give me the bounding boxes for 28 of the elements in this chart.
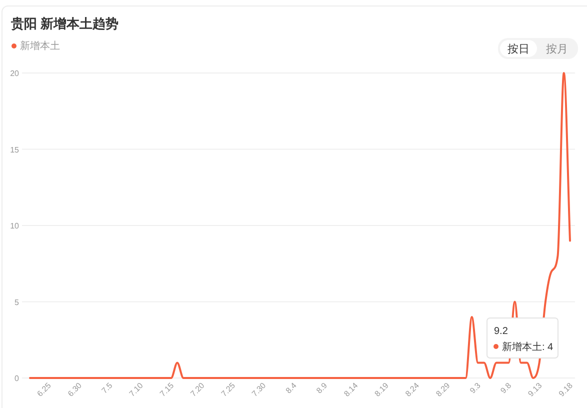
y-tick-label: 15: [10, 145, 20, 154]
x-tick-label: 9.8: [498, 380, 514, 396]
x-tick-label: 7.10: [127, 380, 146, 398]
x-tick-label: 7.15: [158, 380, 176, 398]
y-tick-label: 10: [10, 222, 20, 230]
x-tick-label: 9.18: [557, 380, 575, 398]
x-tick-label: 8.9: [314, 380, 330, 396]
chart-title: 贵阳 新增本土趋势: [10, 16, 119, 31]
text: 按日: [508, 42, 530, 56]
annotation: 9.2 新增本土: 4: [494, 326, 554, 353]
x-tick-label: 8.4: [284, 380, 299, 396]
y-tick-label: 20: [10, 69, 20, 78]
x-tick-label: 6.25: [35, 380, 54, 398]
x-tick-label: 7.30: [250, 380, 268, 398]
legend-label: 新增本土: [20, 40, 60, 52]
tooltip: 9.2 新增本土: 4: [486, 318, 558, 358]
x-tick-label: 7.25: [220, 380, 238, 398]
x-tick-label: 9.3: [468, 380, 483, 396]
x-tick-label: 6.30: [66, 380, 84, 398]
x-tick-label: 9.13: [526, 380, 544, 398]
x-tick-label: 8.29: [434, 380, 452, 398]
text: 按月: [546, 42, 568, 56]
y-tick-label: 0: [14, 374, 20, 383]
y-tick-label: 5: [14, 298, 20, 307]
x-tick-label: 7.5: [100, 380, 115, 396]
line-series: [29, 72, 571, 379]
x-tick-label: 7.20: [188, 380, 207, 398]
x-tick-label: 8.19: [372, 380, 391, 398]
